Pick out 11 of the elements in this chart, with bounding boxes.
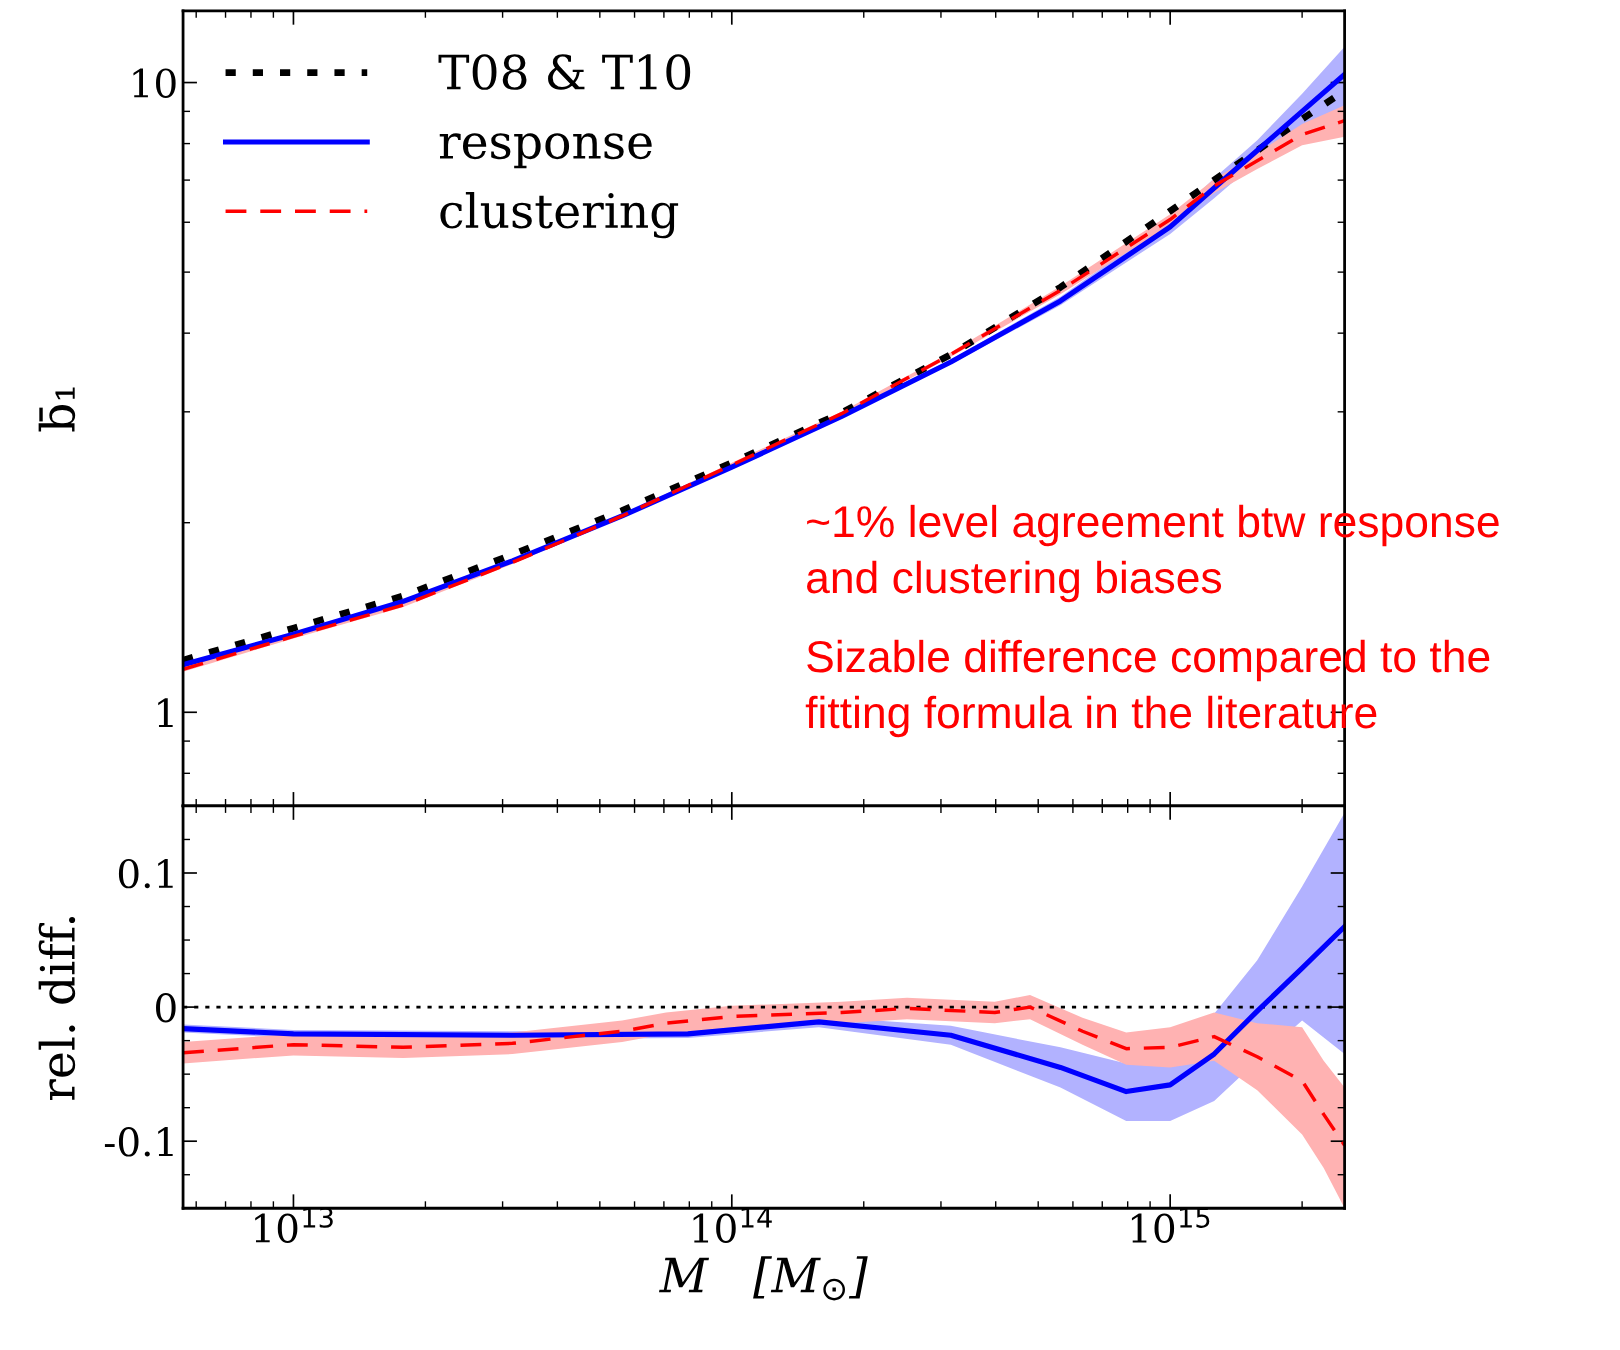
y-tick-label: 10 [133, 68, 176, 98]
legend-label: clustering [440, 191, 679, 239]
y-axis-title: b̄₁ [38, 387, 76, 432]
y-axis-title: rel. diff. [38, 916, 76, 1101]
y-tick-label: 0 [156, 993, 176, 1023]
x-axis-title: M [M$_{⊙}$] [658, 1256, 868, 1301]
legend-label: response [439, 133, 652, 169]
y-tick-label: 1 [158, 698, 173, 728]
y-tick-label: 0.1 [118, 858, 173, 889]
y-tick-label: -0.1 [104, 1127, 173, 1157]
legend-label: T08 & T10 [438, 54, 691, 90]
